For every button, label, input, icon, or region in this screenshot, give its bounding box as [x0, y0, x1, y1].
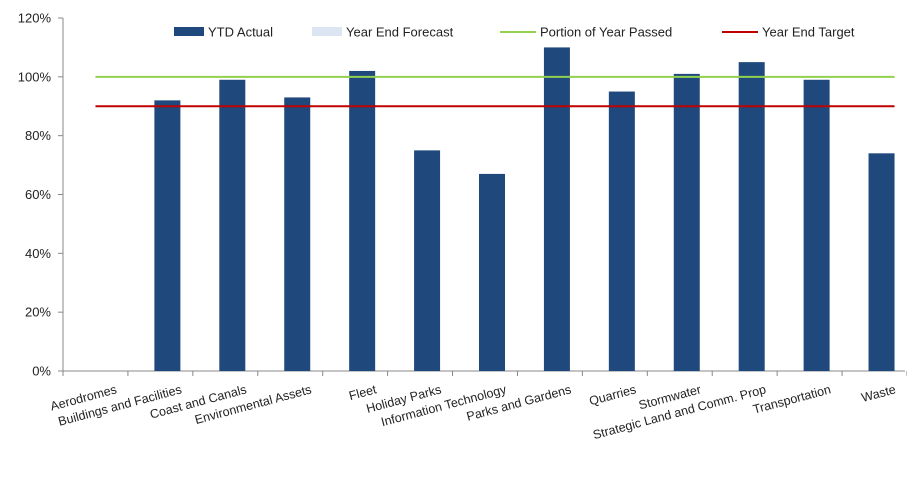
legend-label-year-end-forecast: Year End Forecast — [346, 25, 454, 40]
reference-lines — [95, 75, 895, 108]
y-tick-label: 120% — [18, 11, 52, 26]
y-tick-label: 20% — [25, 305, 51, 320]
legend-label-ytd-actual: YTD Actual — [208, 25, 273, 40]
bar-ytd-actual-buildings-and-facilities — [154, 100, 181, 371]
y-axis-ticks: 0% 20% 40% 60% 80% 100% 120% — [18, 11, 63, 379]
x-category-label-waste: Waste — [860, 382, 897, 405]
bar-ytd-actual-coast-and-canals — [219, 79, 246, 372]
bar-ytd-actual-environmental-assets — [284, 97, 311, 372]
y-tick-label: 60% — [25, 187, 51, 202]
legend-swatch-year-end-forecast — [312, 27, 342, 36]
y-tick-label: 40% — [25, 246, 51, 261]
bar-ytd-actual-information-technology — [479, 173, 505, 371]
bar-ytd-actual-waste — [868, 153, 895, 371]
x-category-label-quarries: Quarries — [588, 382, 638, 408]
legend: YTD Actual Year End Forecast Portion of Ye… — [174, 25, 855, 40]
bar-ytd-actual-parks-and-gardens — [543, 47, 570, 372]
legend-swatch-ytd-actual — [174, 27, 204, 36]
bar-ytd-actual-quarries — [608, 91, 635, 372]
bar-ytd-actual-stormwater — [673, 73, 700, 372]
y-tick-label: 0% — [32, 364, 51, 379]
legend-label-year-end-target: Year End Target — [762, 25, 855, 40]
y-tick-label: 100% — [18, 69, 52, 84]
bar-ytd-actual-strategic-land-and-comm-prop — [738, 62, 765, 371]
y-tick-label: 80% — [25, 128, 51, 143]
legend-label-portion-of-year-passed: Portion of Year Passed — [540, 25, 672, 40]
bar-ytd-actual-holiday-parks — [414, 150, 441, 371]
bars — [154, 47, 895, 372]
bar-ytd-actual-fleet — [349, 70, 376, 371]
bar-ytd-actual-transportation — [803, 79, 830, 372]
